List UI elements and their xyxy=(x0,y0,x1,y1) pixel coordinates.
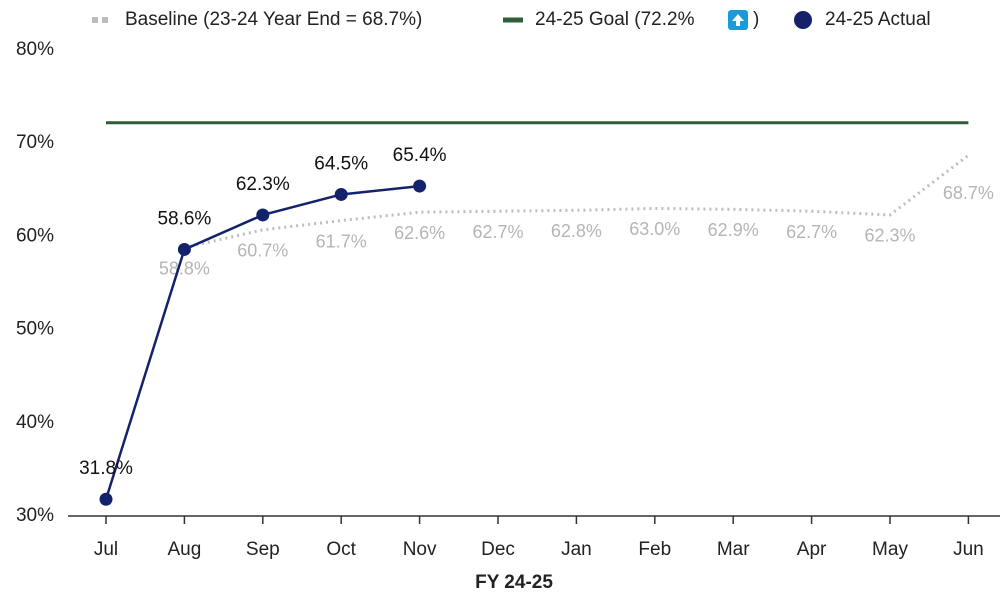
x-tick-label: Oct xyxy=(326,539,356,560)
x-axis-title: FY 24-25 xyxy=(475,572,553,593)
data-label: 63.0% xyxy=(629,219,680,239)
y-tick-label: 60% xyxy=(16,225,54,246)
x-tick-label: Mar xyxy=(717,539,750,560)
data-label: 62.8% xyxy=(551,221,602,241)
data-label: 61.7% xyxy=(316,231,367,251)
data-label: 64.5% xyxy=(314,153,368,174)
legend-label: 24-25 Actual xyxy=(825,9,931,30)
data-label: 62.9% xyxy=(708,220,759,240)
data-label: 62.6% xyxy=(394,223,445,243)
data-label: 31.8% xyxy=(79,458,133,479)
data-label: 58.8% xyxy=(159,258,210,278)
series-line xyxy=(184,154,970,250)
y-tick-label: 50% xyxy=(16,319,54,340)
point xyxy=(177,242,191,256)
x-tick-label: May xyxy=(872,539,908,560)
data-label: 62.3% xyxy=(864,226,915,246)
point xyxy=(334,187,348,201)
x-tick-label: Jan xyxy=(561,539,592,560)
x-tick-label: Feb xyxy=(638,539,671,560)
y-tick-label: 70% xyxy=(16,132,54,153)
y-tick-label: 30% xyxy=(16,505,54,526)
y-tick-label: 80% xyxy=(16,39,54,60)
data-label: 65.4% xyxy=(393,145,447,166)
y-tick-label: 40% xyxy=(16,412,54,433)
x-tick-label: Apr xyxy=(797,539,827,560)
legend-icon-arrow xyxy=(732,14,744,26)
data-label: 58.6% xyxy=(157,208,211,229)
legend-label: 24-25 Goal (72.2% xyxy=(535,9,695,30)
x-tick-label: Dec xyxy=(481,539,515,560)
legend-marker xyxy=(794,11,812,29)
x-tick-label: Sep xyxy=(246,539,280,560)
legend-label: Baseline (23-24 Year End = 68.7%) xyxy=(125,9,422,30)
x-tick-label: Aug xyxy=(167,539,201,560)
data-label: 68.7% xyxy=(943,183,994,203)
data-label: 62.7% xyxy=(786,222,837,242)
series-line xyxy=(104,184,420,500)
point xyxy=(99,492,113,506)
legend-label: ) xyxy=(753,9,759,30)
data-label: 62.7% xyxy=(472,222,523,242)
x-tick-label: Jun xyxy=(953,539,984,560)
point xyxy=(413,179,427,193)
point xyxy=(256,208,270,222)
data-label: 62.3% xyxy=(236,174,290,195)
x-tick-label: Jul xyxy=(94,539,118,560)
data-label: 60.7% xyxy=(237,241,288,261)
x-tick-label: Nov xyxy=(403,539,437,560)
